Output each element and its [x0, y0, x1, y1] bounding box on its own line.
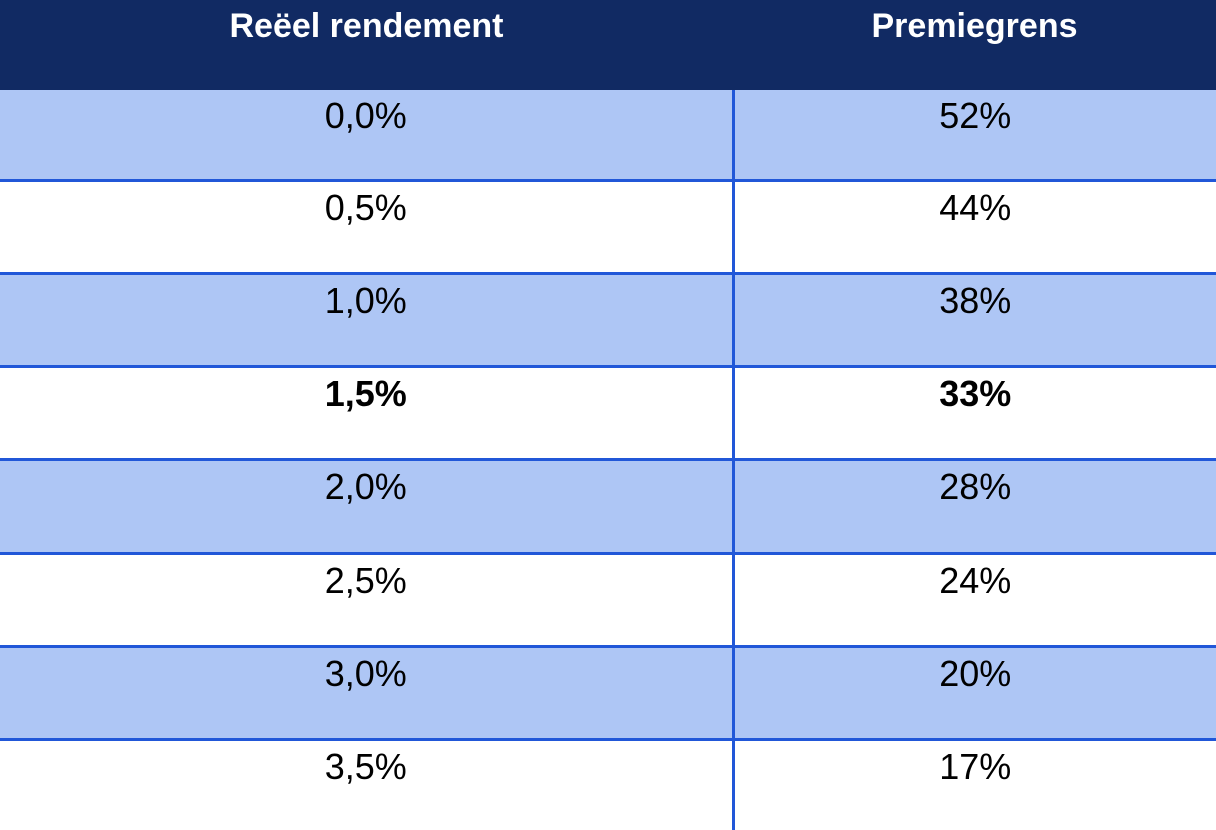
cell-rendement: 3,5%: [0, 739, 735, 830]
cell-rendement: 2,0%: [0, 459, 735, 555]
cell-rendement: 2,5%: [0, 553, 735, 648]
cell-premiegrens: 52%: [733, 90, 1216, 182]
table-body: 0,0% 52% 0,5% 44% 1,0% 38% 1,5% 33% 2,0%…: [0, 90, 1216, 830]
cell-rendement: 1,0%: [0, 273, 735, 369]
cell-premiegrens: 20%: [733, 646, 1216, 741]
header-row: Reëel rendement Premiegrens: [0, 0, 1216, 90]
cell-premiegrens: 38%: [733, 273, 1216, 369]
table-header: Reëel rendement Premiegrens: [0, 0, 1216, 90]
cell-rendement: 0,0%: [0, 90, 735, 182]
table-row: 3,5% 17%: [0, 739, 1216, 830]
table-row: 2,0% 28%: [0, 459, 1216, 555]
cell-rendement: 1,5%: [0, 366, 735, 462]
table-row: 3,0% 20%: [0, 646, 1216, 741]
cell-premiegrens: 33%: [733, 366, 1216, 462]
table-row: 1,0% 38%: [0, 273, 1216, 369]
column-header-premiegrens: Premiegrens: [733, 0, 1216, 90]
cell-premiegrens: 44%: [733, 180, 1216, 276]
cell-premiegrens: 17%: [733, 739, 1216, 830]
cell-rendement: 0,5%: [0, 180, 735, 276]
cell-rendement: 3,0%: [0, 646, 735, 741]
table-row-highlighted: 1,5% 33%: [0, 366, 1216, 462]
table-row: 0,0% 52%: [0, 90, 1216, 182]
cell-premiegrens: 24%: [733, 553, 1216, 648]
table-row: 0,5% 44%: [0, 180, 1216, 276]
column-header-reeel-rendement: Reëel rendement: [0, 0, 733, 90]
cell-premiegrens: 28%: [733, 459, 1216, 555]
table-row: 2,5% 24%: [0, 553, 1216, 648]
